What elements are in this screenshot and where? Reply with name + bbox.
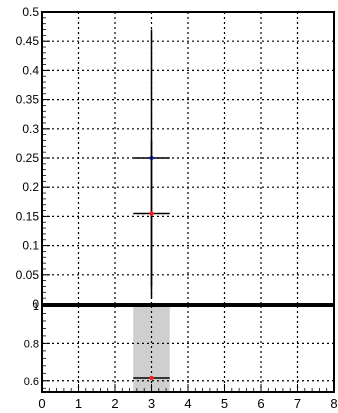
- upper-y-tick-label: 0.15: [16, 209, 40, 223]
- lower-y-tick-label: 1: [33, 301, 39, 313]
- x-tick-label: 1: [75, 396, 82, 411]
- lower-panel: 0.6 0.8 1 0 1 2 3 4 5 6 7 8: [24, 301, 338, 411]
- upper-y-tick-label: 0.2: [22, 180, 39, 194]
- upper-y-tick-label: 0.25: [16, 151, 40, 165]
- lower-y-tick-label: 0.8: [24, 338, 39, 350]
- upper-y-tick-label: 0.1: [22, 239, 39, 253]
- x-tick-label: 7: [294, 396, 301, 411]
- x-tick-label: 8: [330, 396, 337, 411]
- x-tick-label: 4: [184, 396, 191, 411]
- lower-data-point: [149, 375, 154, 381]
- upper-y-tick-label: 0.3: [22, 122, 39, 136]
- x-tick-label: 6: [257, 396, 264, 411]
- upper-y-tick-label: 0.35: [16, 93, 40, 107]
- upper-y-tick-label: 0.05: [16, 268, 40, 282]
- lower-plot-frame: [41, 305, 335, 393]
- x-tick-label: 5: [221, 396, 228, 411]
- upper-y-tick-label: 0.5: [22, 5, 39, 19]
- upper-data-point: [149, 211, 154, 216]
- upper-y-tick-label: 0: [32, 297, 39, 311]
- x-tick-label: 2: [111, 396, 118, 411]
- upper-y-tick-label: 0.4: [22, 63, 39, 77]
- x-tick-label: 0: [38, 396, 45, 411]
- upper-plot-frame: [41, 11, 335, 305]
- upper-y-tick-label: 0.45: [16, 34, 40, 48]
- lower-y-tick-label: 0.6: [24, 376, 39, 388]
- x-tick-label: 3: [148, 396, 155, 411]
- upper-panel: 0 0.05 0.1 0.15 0.2 0.25 0.3 0.35 0.4 0.45 0.5: [16, 5, 335, 311]
